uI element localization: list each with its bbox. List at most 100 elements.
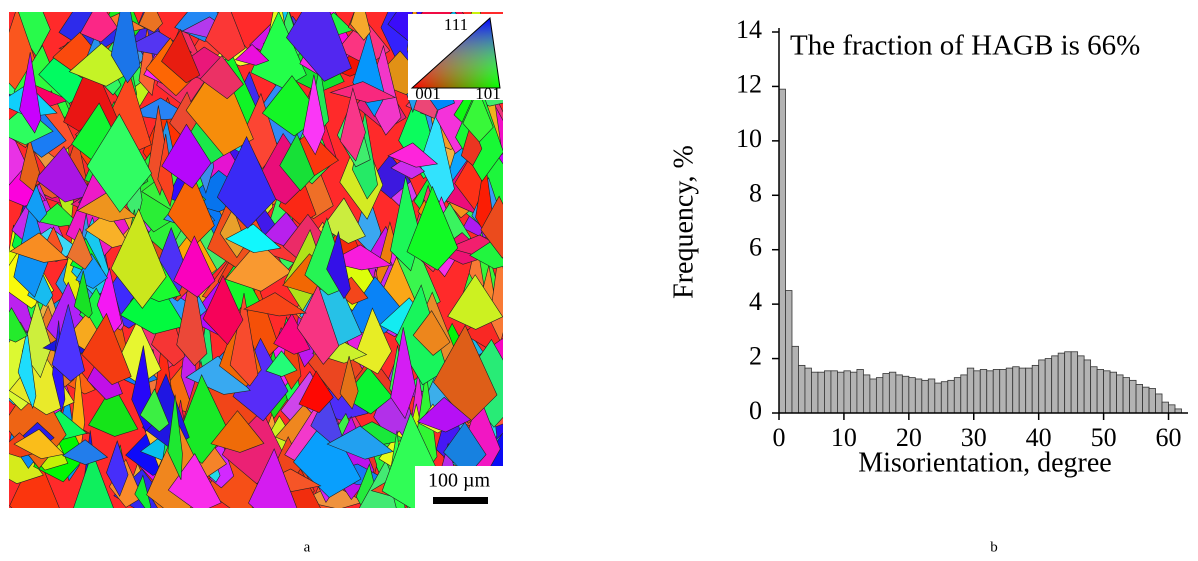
bar <box>882 373 890 414</box>
grain <box>390 327 417 420</box>
bar <box>1090 366 1098 414</box>
grain <box>265 350 298 377</box>
x-tick-label: 50 <box>1091 423 1117 452</box>
grain <box>73 270 93 319</box>
grain <box>139 388 170 433</box>
grain <box>84 210 130 248</box>
bar <box>947 379 955 414</box>
bar <box>1077 355 1085 414</box>
bar <box>1155 393 1163 414</box>
bar <box>1148 388 1156 414</box>
grain <box>120 272 186 335</box>
grain <box>322 197 366 244</box>
x-tick-label: 20 <box>896 423 922 452</box>
bar <box>986 370 994 414</box>
bar <box>1031 364 1040 414</box>
grain <box>279 133 315 192</box>
y-tick-label: 4 <box>749 287 762 316</box>
bar <box>1025 367 1033 414</box>
bar <box>1083 359 1092 414</box>
bar <box>1129 379 1137 414</box>
scale-label: 100 µm <box>428 470 491 492</box>
bar <box>1018 367 1027 414</box>
bar <box>817 371 825 414</box>
grain <box>202 274 244 346</box>
grain <box>79 12 118 43</box>
grain <box>462 88 494 143</box>
bar <box>953 377 962 414</box>
grain <box>9 449 60 508</box>
ipf-legend: 111 001 101 <box>408 14 504 103</box>
x-axis-title: Misorientation, degree <box>858 447 1111 478</box>
grain <box>173 235 216 298</box>
grain <box>339 356 359 410</box>
grain <box>25 184 48 223</box>
bar <box>869 378 877 414</box>
bar <box>1005 367 1014 414</box>
grain <box>286 12 352 82</box>
bar <box>862 374 871 414</box>
grain <box>205 12 246 62</box>
grain <box>86 113 153 213</box>
bar <box>1057 352 1066 414</box>
grain <box>176 267 208 367</box>
bar <box>1109 371 1117 414</box>
grain <box>412 310 451 356</box>
bar <box>908 377 916 414</box>
grain <box>19 52 42 134</box>
bar <box>1161 401 1169 414</box>
x-tick-label: 30 <box>961 423 987 452</box>
grain <box>73 451 114 508</box>
grain <box>161 28 201 84</box>
x-tick-label: 60 <box>1156 423 1182 452</box>
grain <box>81 312 132 386</box>
grain <box>76 192 138 223</box>
bar <box>1135 384 1143 414</box>
bar <box>1122 377 1130 414</box>
bar <box>1096 369 1105 414</box>
grain <box>199 55 244 100</box>
scale-bar: 100 µm <box>415 466 503 508</box>
grain <box>447 274 503 330</box>
scale-line <box>433 497 488 504</box>
x-tick-label: 40 <box>1026 423 1052 452</box>
bar <box>843 370 851 414</box>
bar <box>901 375 910 414</box>
grain <box>224 240 292 292</box>
bar <box>1103 370 1111 414</box>
grain <box>243 292 307 317</box>
grain <box>302 74 326 156</box>
bar <box>888 371 897 414</box>
bar <box>1038 359 1046 414</box>
bar <box>856 369 864 414</box>
grain <box>110 12 141 84</box>
bar <box>804 367 812 414</box>
annotation: The fraction of HAGB is 66% <box>790 30 1140 62</box>
grain <box>352 307 392 375</box>
grain <box>339 87 366 162</box>
bar <box>999 369 1007 414</box>
grain <box>62 439 109 466</box>
y-tick-label: 2 <box>749 342 762 371</box>
grain <box>225 223 282 253</box>
bar <box>1044 358 1053 414</box>
bar <box>914 378 923 414</box>
grain <box>161 123 212 189</box>
grain <box>350 12 371 41</box>
bar <box>875 377 884 414</box>
y-axis-title: Frequency, % <box>668 145 699 299</box>
x-tick-label: 0 <box>773 423 786 452</box>
grain <box>406 185 459 271</box>
bar <box>960 374 968 414</box>
grain <box>66 227 93 270</box>
bar <box>778 88 786 414</box>
y-tick-label: 6 <box>749 233 762 262</box>
grain <box>480 195 503 259</box>
ipf-label: 001 <box>415 84 441 103</box>
bar <box>830 370 838 414</box>
panel-label: a <box>304 539 311 555</box>
bar <box>895 374 903 414</box>
bar <box>850 371 858 414</box>
